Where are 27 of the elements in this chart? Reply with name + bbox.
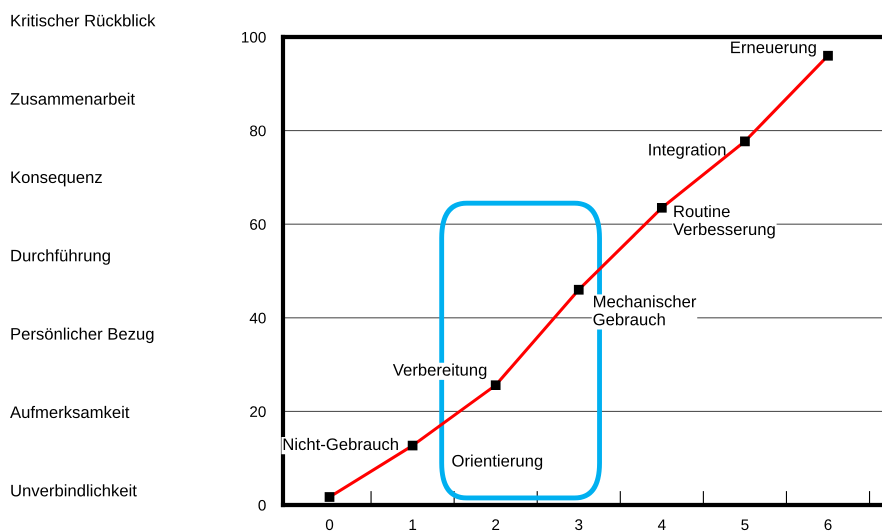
text: Durchführung: [11, 249, 110, 265]
annotation: Mechanischer Gebrauch: [593, 295, 696, 326]
y-tick-label: 20: [250, 406, 266, 418]
x-tick-label: 3: [575, 519, 582, 530]
text: Persönlicher Bezug: [11, 328, 154, 344]
annotation: Erneuerung: [731, 42, 816, 57]
x-tick-label: 0: [326, 519, 334, 530]
annotation: Orientierung: [452, 454, 542, 470]
x-tick-label: 4: [658, 519, 666, 530]
annotation: Integration: [649, 143, 726, 159]
text: Aufmerksamkeit: [10, 406, 130, 418]
y-tick-label: 40: [250, 312, 266, 324]
annotation: Nicht-Gebrauch: [284, 438, 398, 450]
y-tick-label: 80: [250, 125, 266, 136]
y-tick-label: 60: [250, 219, 266, 230]
annotation: Routine Verbesserung: [673, 204, 775, 238]
x-tick-label: 1: [410, 519, 416, 530]
annotation: Verbereitung: [392, 364, 486, 380]
y-tick-label: 100: [242, 32, 266, 43]
x-tick-label: 2: [492, 519, 500, 530]
text: Zusammenarbeit: [10, 92, 135, 105]
text: Konsequenz: [11, 172, 102, 186]
y-tick-label: 0: [258, 500, 266, 511]
text: Unverbindlichkeit: [11, 484, 137, 496]
x-tick-label: 5: [741, 519, 749, 530]
text: Kritischer Rückblick: [11, 14, 156, 26]
x-tick-label: 6: [824, 519, 832, 530]
